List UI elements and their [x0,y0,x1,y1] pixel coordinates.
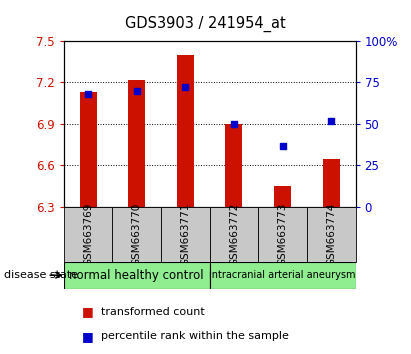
Bar [64,262,210,289]
Text: ■: ■ [82,330,94,343]
Point [328,118,335,124]
Bar [161,207,210,262]
Bar [79,92,97,207]
Point [182,85,189,90]
Text: GDS3903 / 241954_at: GDS3903 / 241954_at [125,16,286,32]
Bar [307,207,356,262]
Text: intracranial arterial aneurysm: intracranial arterial aneurysm [209,270,356,280]
Bar [323,159,340,207]
Text: GSM663771: GSM663771 [180,203,190,266]
Point [134,88,140,93]
Text: GSM663772: GSM663772 [229,203,239,266]
Bar [177,55,194,207]
Text: GSM663774: GSM663774 [326,203,336,266]
Point [231,121,237,127]
Text: GSM663773: GSM663773 [277,203,288,266]
Text: GSM663769: GSM663769 [83,203,93,266]
Bar [64,207,112,262]
Text: percentile rank within the sample: percentile rank within the sample [101,331,289,341]
Bar [128,80,145,207]
Bar [258,207,307,262]
Point [85,91,91,97]
Text: normal healthy control: normal healthy control [69,269,204,282]
Point [279,143,286,148]
Bar [210,207,258,262]
Bar [210,262,356,289]
Text: ■: ■ [82,305,94,318]
Text: GSM663770: GSM663770 [132,203,142,266]
Text: disease state: disease state [4,270,78,280]
Text: transformed count: transformed count [101,307,204,316]
Bar [225,124,242,207]
Bar [112,207,161,262]
Bar [274,186,291,207]
